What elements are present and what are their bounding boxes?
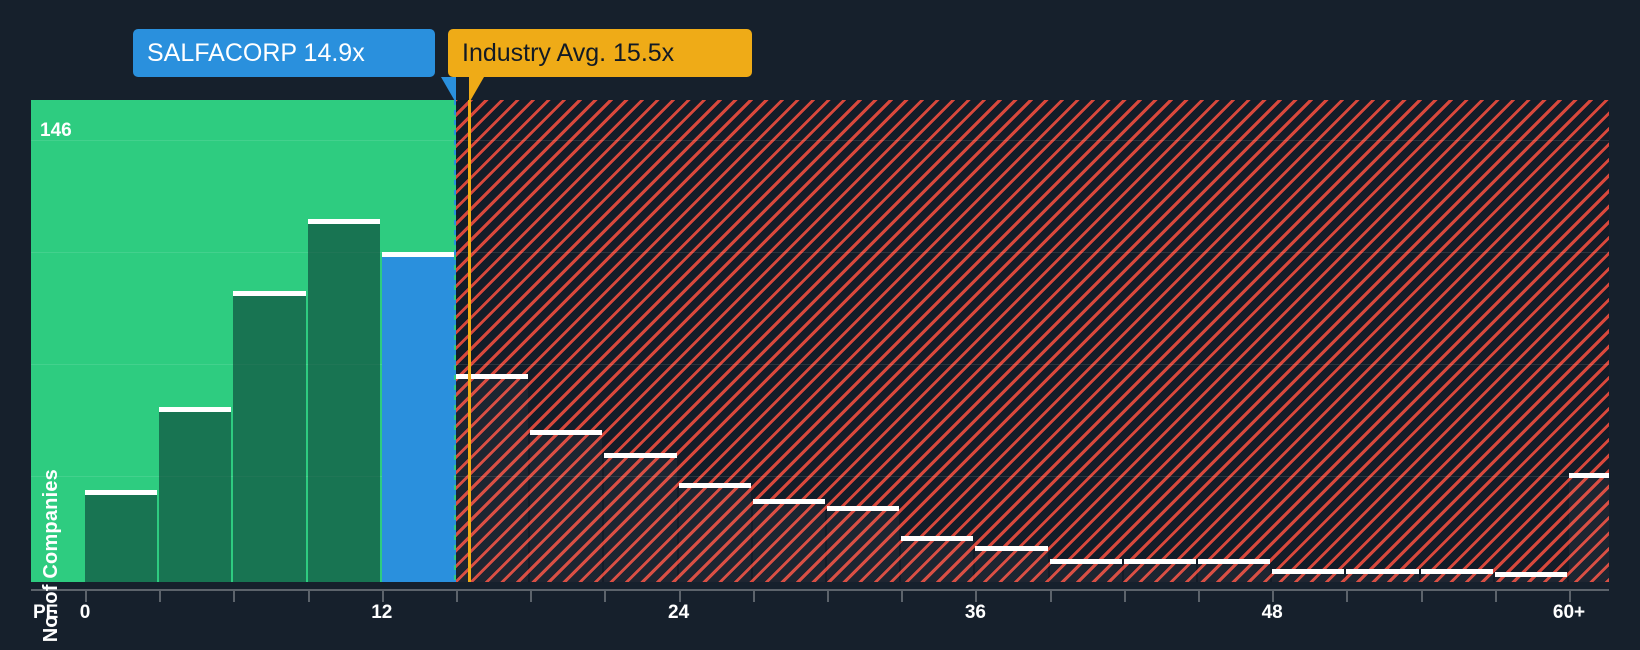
industry-tooltip-tail bbox=[469, 77, 485, 103]
bar-cap bbox=[381, 251, 454, 257]
bar-cap bbox=[159, 407, 232, 413]
industry-pe-tooltip-label: Industry Avg. 15.5x bbox=[462, 38, 675, 67]
x-tick bbox=[456, 591, 458, 602]
x-tick-label-36: 36 bbox=[964, 602, 986, 623]
bar-57-60[interactable] bbox=[1494, 572, 1567, 582]
x-tick bbox=[1198, 591, 1200, 602]
x-tick bbox=[159, 591, 162, 602]
bar-45-48[interactable] bbox=[1198, 558, 1271, 582]
bar-9-12[interactable] bbox=[307, 218, 380, 582]
x-tick-label-0: 0 bbox=[79, 602, 91, 623]
bar-cap bbox=[307, 218, 380, 224]
bar-3-6[interactable] bbox=[159, 407, 232, 582]
bar-cap bbox=[678, 482, 751, 488]
x-tick-label-24: 24 bbox=[668, 602, 690, 623]
bar-24-27[interactable] bbox=[678, 482, 751, 582]
x-tick bbox=[1049, 591, 1052, 602]
bar-60plus[interactable] bbox=[1569, 473, 1609, 582]
bar-18-21[interactable] bbox=[530, 430, 603, 582]
bar-cap bbox=[1198, 558, 1271, 564]
company-pe-tooltip[interactable]: SALFACORP 14.9x bbox=[133, 29, 435, 77]
industry-marker-line bbox=[468, 100, 472, 582]
company-marker-line bbox=[453, 100, 456, 582]
x-tick bbox=[1420, 591, 1423, 602]
bar-cap bbox=[85, 489, 158, 495]
bar-cap bbox=[827, 506, 900, 512]
x-axis-line bbox=[31, 589, 1609, 591]
bar-cap bbox=[752, 499, 825, 505]
bar-0-3[interactable] bbox=[85, 489, 158, 582]
bar-cap bbox=[975, 545, 1048, 551]
x-tick-label-12: 12 bbox=[371, 602, 393, 623]
x-tick bbox=[752, 591, 755, 602]
bar-15-18[interactable] bbox=[456, 374, 529, 582]
x-tick bbox=[1123, 591, 1126, 602]
x-tick bbox=[1346, 591, 1349, 602]
x-tick bbox=[1494, 591, 1497, 602]
bar-cap bbox=[1494, 572, 1567, 578]
bar-12-15[interactable] bbox=[381, 251, 454, 582]
bar-33-36[interactable] bbox=[901, 535, 974, 582]
bar-42-45[interactable] bbox=[1123, 558, 1196, 582]
bar-cap bbox=[456, 374, 529, 380]
bar-cap bbox=[530, 430, 603, 436]
bar-cap bbox=[1346, 568, 1419, 574]
bar-cap bbox=[1420, 568, 1493, 574]
x-tick-label-60plus: 60+ bbox=[1552, 602, 1586, 623]
x-tick bbox=[233, 591, 236, 602]
x-tick bbox=[678, 591, 681, 602]
x-tick-label-48: 48 bbox=[1261, 602, 1283, 623]
bar-30-33[interactable] bbox=[827, 506, 900, 582]
x-tick bbox=[1272, 591, 1275, 602]
company-tooltip-tail bbox=[440, 77, 456, 103]
x-tick bbox=[307, 591, 310, 602]
x-tick bbox=[530, 591, 533, 602]
bar-cap bbox=[1569, 473, 1609, 479]
bar-27-30[interactable] bbox=[752, 499, 825, 582]
bar-36-39[interactable] bbox=[975, 545, 1048, 582]
x-tick bbox=[827, 591, 829, 602]
bar-cap bbox=[233, 291, 306, 297]
bar-21-24[interactable] bbox=[604, 453, 677, 582]
x-tick bbox=[1569, 591, 1571, 602]
x-tick bbox=[975, 591, 978, 602]
bar-51-54[interactable] bbox=[1346, 568, 1419, 582]
bar-6-9[interactable] bbox=[233, 291, 306, 582]
bar-cap bbox=[604, 453, 677, 459]
bar-48-51[interactable] bbox=[1272, 568, 1345, 582]
bar-cap bbox=[1123, 558, 1196, 564]
company-pe-tooltip-label: SALFACORP 14.9x bbox=[147, 38, 365, 67]
max-value-label: 146 bbox=[40, 120, 72, 141]
overvalued-zone-hatched bbox=[456, 100, 1609, 582]
x-axis-title: PE bbox=[33, 602, 59, 623]
bar-cap bbox=[1272, 568, 1345, 574]
x-tick bbox=[901, 591, 904, 602]
bar-cap bbox=[1049, 558, 1122, 564]
plot-area bbox=[31, 100, 1609, 582]
industry-pe-tooltip[interactable]: Industry Avg. 15.5x bbox=[448, 29, 752, 77]
bar-cap bbox=[901, 535, 974, 541]
x-tick bbox=[604, 591, 607, 602]
bar-54-57[interactable] bbox=[1420, 568, 1493, 582]
x-tick bbox=[381, 591, 384, 602]
bar-39-42[interactable] bbox=[1049, 558, 1122, 582]
x-tick bbox=[85, 591, 87, 602]
